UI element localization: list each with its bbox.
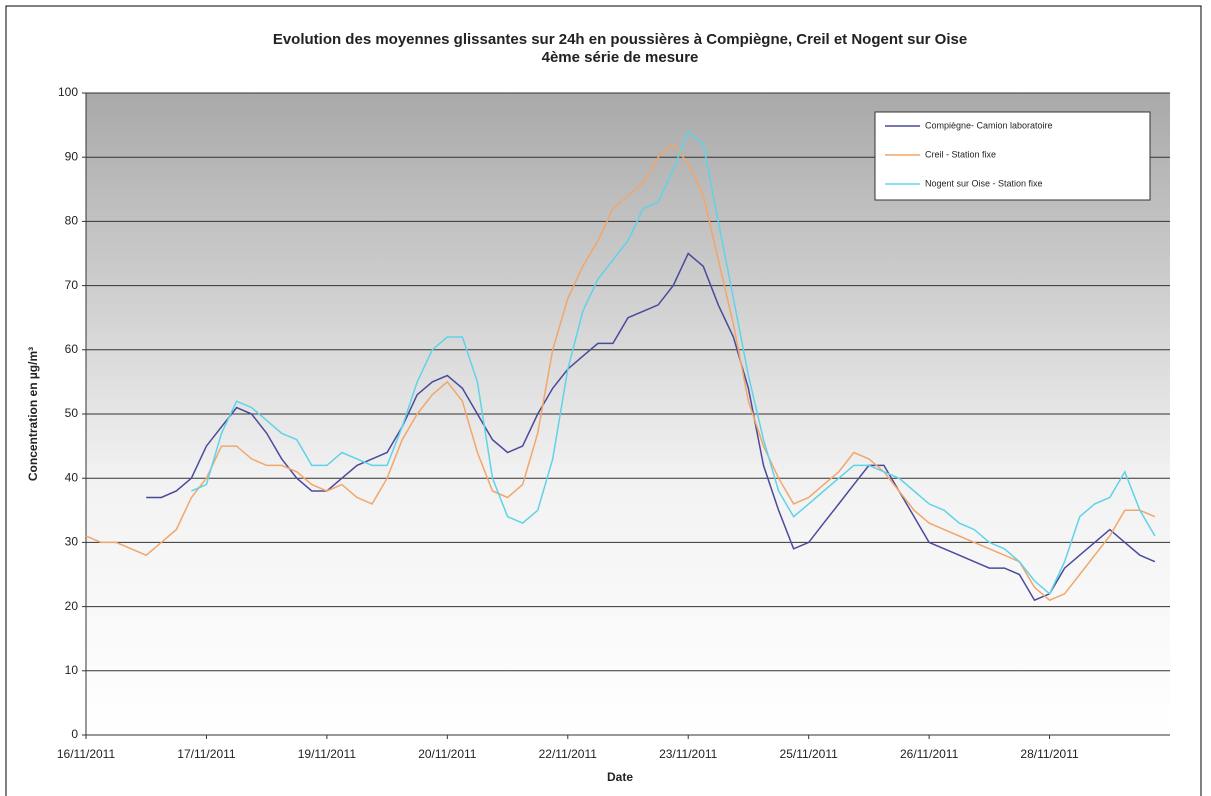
y-tick-label: 50: [65, 406, 79, 420]
y-tick-label: 0: [71, 727, 78, 741]
y-tick-label: 70: [65, 278, 79, 292]
y-axis-title: Concentration en µg/m³: [26, 347, 40, 481]
legend-label: Creil - Station fixe: [925, 149, 996, 159]
y-tick-label: 80: [65, 214, 79, 228]
series-line: [191, 130, 1156, 596]
series-line: [85, 143, 1156, 602]
legend-label: Compiègne- Camion laboratoire: [925, 120, 1053, 130]
y-tick-label: 40: [65, 470, 79, 484]
y-tick-label: 90: [65, 149, 79, 163]
y-tick-label: 10: [65, 663, 79, 677]
x-tick-label: 17/11/2011: [177, 747, 236, 761]
x-tick-label: 19/11/2011: [298, 747, 357, 761]
x-tick-label: 25/11/2011: [780, 747, 839, 761]
y-tick-label: 100: [58, 85, 78, 99]
y-tick-label: 60: [65, 342, 79, 356]
series-line: [146, 252, 1156, 602]
y-tick-label: 30: [65, 535, 79, 549]
x-tick-label: 23/11/2011: [659, 747, 718, 761]
x-tick-label: 20/11/2011: [418, 747, 477, 761]
x-tick-label: 26/11/2011: [900, 747, 959, 761]
x-tick-label: 28/11/2011: [1020, 747, 1079, 761]
x-axis-title: Date: [607, 770, 633, 784]
legend-label: Nogent sur Oise - Station fixe: [925, 178, 1043, 188]
legend-box: [874, 111, 1151, 201]
x-tick-label: 16/11/2011: [57, 747, 116, 761]
x-tick-label: 22/11/2011: [539, 747, 598, 761]
chart-title: Evolution des moyennes glissantes sur 24…: [273, 31, 967, 48]
y-tick-label: 20: [65, 599, 79, 613]
chart-subtitle: 4ème série de mesure: [542, 49, 699, 66]
